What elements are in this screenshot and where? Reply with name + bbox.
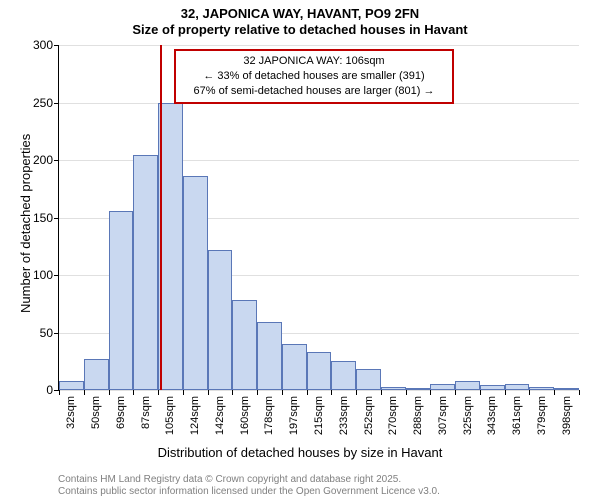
x-tick-mark: [480, 390, 481, 395]
x-tick-mark: [529, 390, 530, 395]
x-tick-mark: [505, 390, 506, 395]
x-tick-mark: [84, 390, 85, 395]
x-tick-label: 270sqm: [387, 396, 399, 435]
histogram-bar: [183, 176, 208, 390]
x-tick-mark: [158, 390, 159, 395]
x-tick-label: 69sqm: [115, 396, 127, 429]
x-tick-mark: [109, 390, 110, 395]
y-tick-mark: [54, 333, 59, 334]
x-tick-label: 361sqm: [511, 396, 523, 435]
x-tick-mark: [232, 390, 233, 395]
gridline: [59, 390, 579, 391]
histogram-bar: [59, 381, 84, 390]
x-tick-mark: [208, 390, 209, 395]
histogram-bar: [554, 388, 579, 390]
x-tick-mark: [257, 390, 258, 395]
x-tick-label: 178sqm: [263, 396, 275, 435]
y-tick-mark: [54, 218, 59, 219]
y-tick-label: 0: [46, 383, 53, 397]
y-tick-label: 100: [33, 268, 53, 282]
histogram-bar: [480, 385, 505, 390]
x-tick-mark: [356, 390, 357, 395]
plot-area: 05010015020025030032sqm50sqm69sqm87sqm10…: [58, 45, 579, 391]
histogram-bar: [455, 381, 480, 390]
histogram-bar: [232, 300, 257, 390]
x-tick-label: 87sqm: [140, 396, 152, 429]
histogram-bar: [331, 361, 356, 390]
x-tick-label: 197sqm: [288, 396, 300, 435]
histogram-bar: [505, 384, 530, 390]
footer-line-2: Contains public sector information licen…: [58, 486, 440, 497]
histogram-bar: [529, 387, 554, 390]
y-tick-mark: [54, 45, 59, 46]
gridline: [59, 45, 579, 46]
x-tick-label: 379sqm: [536, 396, 548, 435]
y-tick-label: 150: [33, 211, 53, 225]
x-tick-mark: [307, 390, 308, 395]
histogram-bar: [133, 155, 158, 390]
annotation-line-2: ← 33% of detached houses are smaller (39…: [182, 69, 446, 84]
property-marker-line: [160, 45, 162, 390]
histogram-bar: [356, 369, 381, 390]
histogram-bar: [282, 344, 307, 390]
x-tick-mark: [554, 390, 555, 395]
y-tick-mark: [54, 103, 59, 104]
y-tick-label: 50: [40, 326, 53, 340]
footer-line-1: Contains HM Land Registry data © Crown c…: [58, 474, 401, 485]
x-tick-label: 50sqm: [90, 396, 102, 429]
chart-title-main: 32, JAPONICA WAY, HAVANT, PO9 2FN: [0, 6, 600, 21]
x-tick-label: 252sqm: [363, 396, 375, 435]
x-tick-mark: [381, 390, 382, 395]
x-axis-label: Distribution of detached houses by size …: [0, 445, 600, 460]
chart-title-sub: Size of property relative to detached ho…: [0, 22, 600, 37]
x-tick-mark: [133, 390, 134, 395]
histogram-bar: [84, 359, 109, 390]
histogram-bar: [406, 388, 431, 390]
x-tick-label: 160sqm: [239, 396, 251, 435]
chart-container: 32, JAPONICA WAY, HAVANT, PO9 2FN Size o…: [0, 0, 600, 500]
y-tick-label: 300: [33, 38, 53, 52]
x-tick-label: 307sqm: [437, 396, 449, 435]
x-tick-mark: [59, 390, 60, 395]
x-tick-mark: [430, 390, 431, 395]
histogram-bar: [109, 211, 134, 390]
x-tick-label: 105sqm: [164, 396, 176, 435]
annotation-box: 32 JAPONICA WAY: 106sqm← 33% of detached…: [174, 49, 454, 104]
x-tick-label: 398sqm: [561, 396, 573, 435]
x-tick-mark: [455, 390, 456, 395]
y-tick-label: 250: [33, 96, 53, 110]
x-tick-label: 32sqm: [65, 396, 77, 429]
histogram-bar: [307, 352, 332, 390]
x-tick-mark: [331, 390, 332, 395]
x-tick-mark: [183, 390, 184, 395]
x-tick-label: 233sqm: [338, 396, 350, 435]
y-tick-mark: [54, 160, 59, 161]
histogram-bar: [430, 384, 455, 390]
x-tick-label: 343sqm: [486, 396, 498, 435]
y-tick-mark: [54, 275, 59, 276]
histogram-bar: [381, 387, 406, 390]
annotation-line-3: 67% of semi-detached houses are larger (…: [182, 84, 446, 99]
histogram-bar: [208, 250, 233, 390]
x-tick-label: 215sqm: [313, 396, 325, 435]
x-tick-label: 142sqm: [214, 396, 226, 435]
y-axis-label: Number of detached properties: [18, 133, 33, 312]
y-tick-label: 200: [33, 153, 53, 167]
x-tick-mark: [406, 390, 407, 395]
annotation-line-1: 32 JAPONICA WAY: 106sqm: [182, 54, 446, 69]
x-tick-mark: [579, 390, 580, 395]
x-tick-label: 288sqm: [412, 396, 424, 435]
histogram-bar: [257, 322, 282, 390]
x-tick-label: 124sqm: [189, 396, 201, 435]
x-tick-mark: [282, 390, 283, 395]
x-tick-label: 325sqm: [462, 396, 474, 435]
